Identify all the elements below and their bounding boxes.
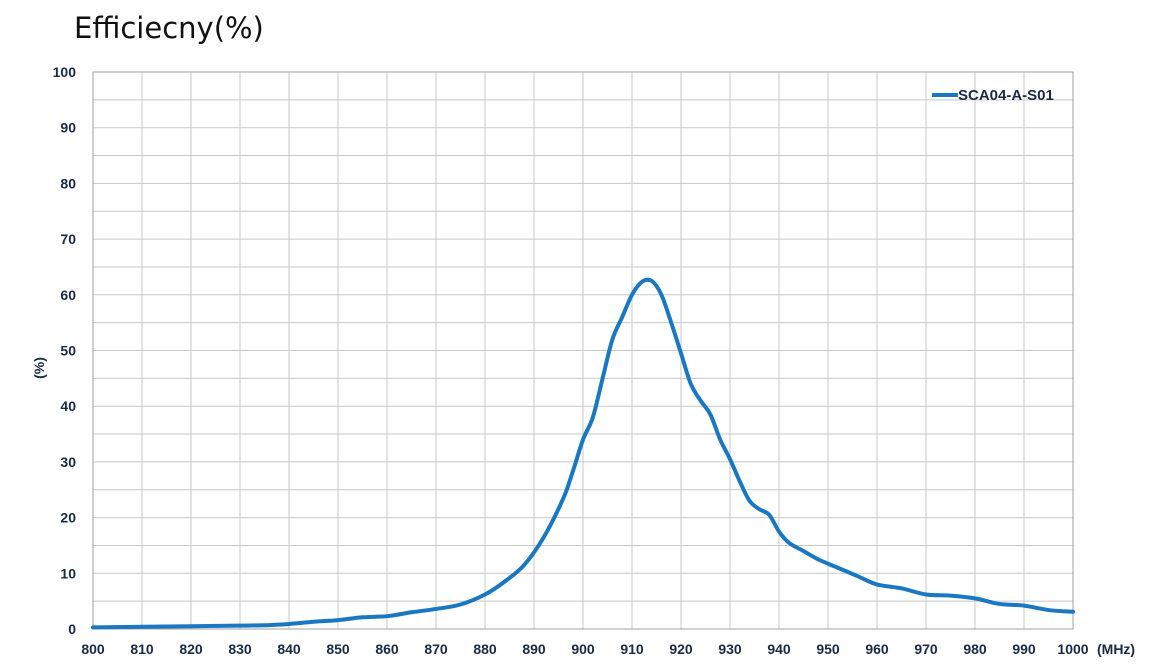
x-tick-label: 810: [130, 641, 154, 657]
x-tick-label: 950: [816, 641, 840, 657]
x-tick-label: 830: [228, 641, 252, 657]
series: [91, 277, 1075, 630]
x-tick-label: 990: [1012, 641, 1036, 657]
x-tick-label: 820: [179, 641, 203, 657]
legend: SCA04-A-S01: [932, 87, 1054, 104]
y-tick-label: 80: [60, 175, 76, 191]
x-tick-label: 860: [375, 641, 399, 657]
x-tick-label: 970: [914, 641, 938, 657]
x-tick-label: 880: [473, 641, 497, 657]
y-tick-label: 90: [60, 120, 76, 136]
x-tick-label: 870: [424, 641, 448, 657]
grid: [92, 71, 1074, 630]
x-axis-unit-label: (MHz): [1097, 641, 1135, 657]
series-line-0: [91, 277, 1075, 630]
y-tick-label: 70: [60, 231, 76, 247]
x-tick-label: 1000: [1057, 641, 1088, 657]
y-tick-label: 100: [53, 64, 77, 80]
y-tick-label: 40: [60, 398, 76, 414]
y-tick-label: 20: [60, 510, 76, 526]
legend-label: SCA04-A-S01: [958, 87, 1054, 104]
chart-title: Efficiecny(%): [74, 11, 264, 45]
y-tick-label: 30: [60, 454, 76, 470]
x-tick-label: 890: [522, 641, 546, 657]
x-tick-label: 900: [571, 641, 595, 657]
y-tick-label: 60: [60, 287, 76, 303]
plot-frame: [92, 71, 1074, 630]
y-tick-label: 0: [68, 621, 76, 637]
x-tick-label: 960: [865, 641, 889, 657]
x-tick-label: 910: [620, 641, 644, 657]
y-tick-label: 10: [60, 565, 76, 581]
x-tick-label: 840: [277, 641, 301, 657]
x-tick-label: 800: [81, 641, 105, 657]
y-axis-label: (%): [31, 357, 47, 379]
y-tick-label: 50: [60, 343, 76, 359]
x-tick-label: 930: [718, 641, 742, 657]
x-tick-label: 850: [326, 641, 350, 657]
x-tick-label: 980: [963, 641, 987, 657]
x-tick-label: 940: [767, 641, 791, 657]
tick-labels: 800 810 820 830 840 850 860 870 880 890 900 910 920 9…: [53, 64, 1089, 657]
x-tick-label: 920: [669, 641, 693, 657]
